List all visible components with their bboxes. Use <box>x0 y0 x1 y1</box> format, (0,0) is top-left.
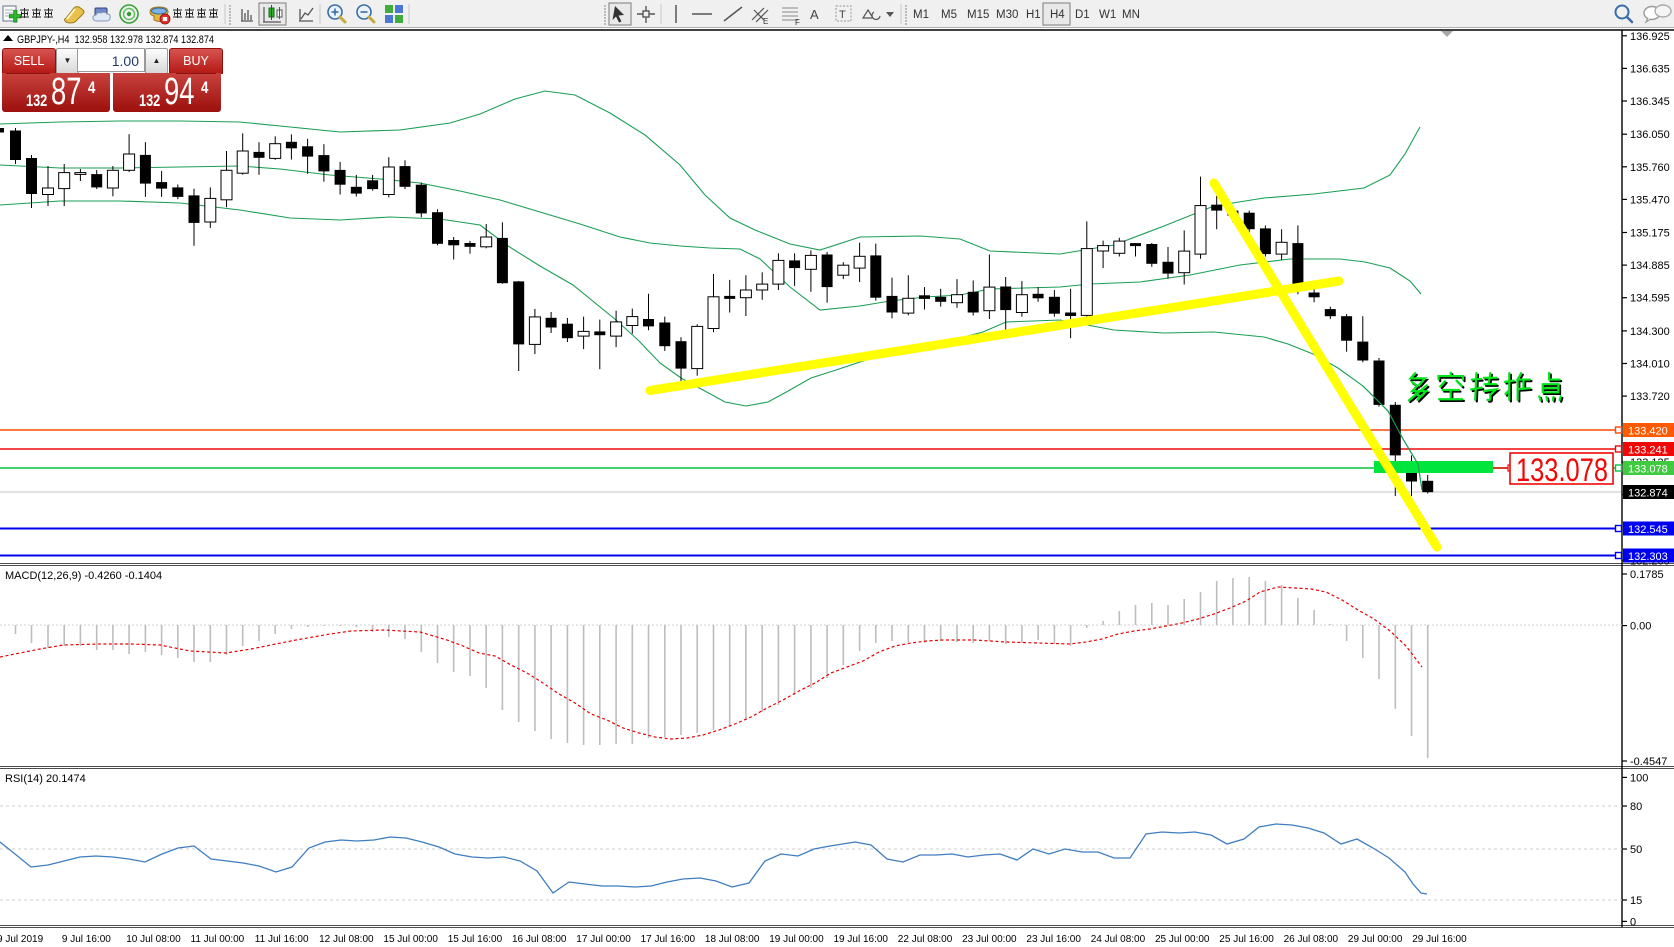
svg-text:25 Jul 16:00: 25 Jul 16:00 <box>1219 934 1274 945</box>
svg-text:136.345: 136.345 <box>1630 96 1670 108</box>
svg-text:H1: H1 <box>1026 9 1041 21</box>
svg-text:134.300: 134.300 <box>1630 326 1670 338</box>
svg-text:H4: H4 <box>1050 9 1065 21</box>
svg-text:22 Jul 08:00: 22 Jul 08:00 <box>898 934 953 945</box>
svg-text:MACD(12,26,9) -0.4260 -0.1404: MACD(12,26,9) -0.4260 -0.1404 <box>5 570 162 582</box>
svg-text:132.303: 132.303 <box>1628 551 1668 563</box>
svg-text:10 Jul 08:00: 10 Jul 08:00 <box>126 934 181 945</box>
svg-text:136.050: 136.050 <box>1630 129 1670 141</box>
svg-text:136.925: 136.925 <box>1630 31 1670 43</box>
svg-text:15: 15 <box>1630 895 1642 907</box>
svg-text:19 Jul 00:00: 19 Jul 00:00 <box>769 934 824 945</box>
svg-text:132.874: 132.874 <box>1628 488 1668 500</box>
svg-text:19 Jul 16:00: 19 Jul 16:00 <box>834 934 889 945</box>
svg-text:29 Jul 16:00: 29 Jul 16:00 <box>1412 934 1467 945</box>
svg-text:M1: M1 <box>913 9 929 21</box>
svg-text:GBPJPY-,H4 132.958 132.978 13: GBPJPY-,H4 132.958 132.978 132.874 132.8… <box>17 34 214 46</box>
svg-text:135.175: 135.175 <box>1630 228 1670 240</box>
svg-text:133.720: 133.720 <box>1630 391 1670 403</box>
svg-text:100: 100 <box>1630 772 1648 784</box>
svg-text:17 Jul 00:00: 17 Jul 00:00 <box>576 934 631 945</box>
svg-text:134.885: 134.885 <box>1630 260 1670 272</box>
svg-text:T: T <box>839 9 846 21</box>
svg-text:15 Jul 00:00: 15 Jul 00:00 <box>383 934 438 945</box>
svg-text:23 Jul 16:00: 23 Jul 16:00 <box>1026 934 1081 945</box>
svg-text:80: 80 <box>1630 801 1642 813</box>
svg-text:F: F <box>795 18 800 27</box>
svg-text:29 Jul 00:00: 29 Jul 00:00 <box>1348 934 1403 945</box>
svg-text:D1: D1 <box>1075 9 1090 21</box>
svg-text:9 Jul 16:00: 9 Jul 16:00 <box>62 934 111 945</box>
svg-text:136.635: 136.635 <box>1630 63 1670 75</box>
svg-text:133.078: 133.078 <box>1628 464 1668 476</box>
svg-text:23 Jul 00:00: 23 Jul 00:00 <box>962 934 1017 945</box>
svg-text:25 Jul 00:00: 25 Jul 00:00 <box>1155 934 1210 945</box>
svg-text:24 Jul 08:00: 24 Jul 08:00 <box>1091 934 1146 945</box>
svg-text:18 Jul 08:00: 18 Jul 08:00 <box>705 934 760 945</box>
svg-text:9 Jul 2019: 9 Jul 2019 <box>0 934 44 945</box>
svg-text:W1: W1 <box>1099 9 1116 21</box>
svg-text:0.00: 0.00 <box>1630 621 1651 633</box>
svg-text:16 Jul 08:00: 16 Jul 08:00 <box>512 934 567 945</box>
svg-text:12 Jul 08:00: 12 Jul 08:00 <box>319 934 374 945</box>
svg-text:11 Jul 00:00: 11 Jul 00:00 <box>191 934 245 945</box>
svg-text:0: 0 <box>1630 916 1636 928</box>
svg-text:135.760: 135.760 <box>1630 162 1670 174</box>
svg-text:MN: MN <box>1122 9 1140 21</box>
svg-text:132.545: 132.545 <box>1628 524 1668 536</box>
svg-text:133.078: 133.078 <box>1516 452 1608 488</box>
svg-text:0.1785: 0.1785 <box>1630 569 1664 581</box>
svg-text:RSI(14) 20.1474: RSI(14) 20.1474 <box>5 773 86 785</box>
svg-text:17 Jul 16:00: 17 Jul 16:00 <box>641 934 696 945</box>
svg-text:26 Jul 08:00: 26 Jul 08:00 <box>1284 934 1339 945</box>
svg-text:-0.4547: -0.4547 <box>1630 756 1667 768</box>
svg-text:133.420: 133.420 <box>1628 426 1668 438</box>
svg-text:A: A <box>810 7 819 22</box>
svg-text:E: E <box>763 17 768 26</box>
svg-text:135.470: 135.470 <box>1630 194 1670 206</box>
svg-text:134.595: 134.595 <box>1630 293 1670 305</box>
svg-text:50: 50 <box>1630 844 1642 856</box>
svg-text:134.010: 134.010 <box>1630 359 1670 371</box>
svg-text:133.241: 133.241 <box>1628 445 1668 457</box>
svg-text:15 Jul 16:00: 15 Jul 16:00 <box>448 934 503 945</box>
svg-text:M5: M5 <box>941 9 957 21</box>
svg-text:11 Jul 16:00: 11 Jul 16:00 <box>255 934 309 945</box>
svg-text:M15: M15 <box>967 9 989 21</box>
svg-text:M30: M30 <box>996 9 1018 21</box>
